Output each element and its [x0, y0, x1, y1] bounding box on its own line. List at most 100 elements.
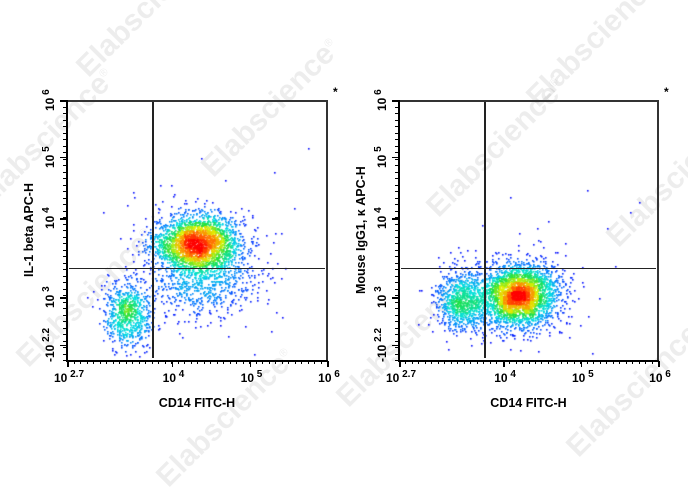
scatter-plot-area: [399, 100, 658, 360]
y-major-tick: [60, 218, 66, 220]
y-minor-tick: [63, 230, 66, 231]
y-minor-tick: [395, 353, 398, 355]
x-minor-tick: [593, 361, 595, 364]
y-axis: [66, 100, 68, 361]
x-minor-tick: [281, 361, 283, 364]
y-minor-tick: [395, 223, 398, 225]
x-minor-tick: [450, 361, 452, 364]
watermark: Elabscience®: [560, 316, 688, 464]
x-minor-tick: [509, 361, 511, 364]
watermark: Elabscience®: [330, 265, 476, 414]
x-minor-tick: [294, 361, 296, 364]
x-minor-tick: [541, 361, 543, 364]
x-major-tick: [580, 361, 583, 367]
x-minor-tick: [534, 361, 536, 364]
y-major-tick: [60, 344, 66, 347]
scatter-plot-area: [67, 100, 327, 360]
y-minor-tick: [395, 288, 398, 290]
y-major-tick: [60, 100, 66, 102]
y-minor-tick: [63, 314, 66, 316]
y-minor-tick: [63, 262, 66, 264]
x-minor-tick: [547, 361, 549, 364]
y-minor-tick: [395, 184, 398, 186]
x-minor-tick: [580, 361, 582, 364]
y-minor-tick: [395, 360, 398, 361]
x-tick-label: 10 5: [240, 369, 263, 385]
y-minor-tick: [395, 269, 398, 270]
x-major-tick: [327, 361, 329, 367]
x-minor-tick: [158, 361, 159, 364]
y-minor-tick: [395, 262, 398, 264]
y-major-tick: [392, 100, 398, 102]
x-minor-tick: [418, 361, 420, 364]
x-minor-tick: [236, 361, 237, 364]
x-minor-tick: [268, 361, 270, 364]
y-minor-tick: [63, 256, 66, 257]
y-minor-tick: [395, 249, 398, 251]
x-major-tick: [249, 361, 252, 367]
y-major-tick: [392, 344, 398, 347]
x-minor-tick: [476, 361, 478, 364]
y-minor-tick: [63, 243, 66, 244]
y-minor-tick: [63, 100, 66, 101]
quadrant-gate-vertical[interactable]: [484, 102, 486, 358]
x-axis: [66, 360, 328, 362]
y-minor-tick: [63, 152, 66, 153]
y-minor-tick: [395, 178, 398, 179]
x-major-tick: [658, 361, 660, 367]
y-minor-tick: [395, 321, 398, 322]
y-tick-label: 10 3: [41, 286, 57, 309]
y-minor-tick: [63, 210, 66, 212]
x-major-tick: [399, 361, 401, 367]
x-minor-tick: [327, 361, 328, 364]
x-minor-tick: [164, 361, 166, 364]
y-minor-tick: [63, 340, 66, 342]
x-major-tick: [503, 361, 505, 367]
y-axis-label: Mouse IgG1, κ APC-H: [354, 166, 368, 294]
x-minor-tick: [229, 361, 231, 364]
quadrant-gate-horizontal[interactable]: [401, 267, 656, 270]
y-minor-tick: [395, 204, 398, 205]
y-minor-tick: [63, 288, 66, 290]
x-minor-tick: [528, 361, 530, 364]
x-minor-tick: [431, 361, 433, 364]
y-minor-tick: [63, 145, 66, 147]
y-tick-label: -10 2.2: [373, 327, 389, 362]
y-minor-tick: [395, 347, 398, 348]
x-minor-tick: [463, 361, 465, 364]
x-minor-tick: [288, 361, 289, 364]
x-axis-label: CD14 FITC-H: [158, 396, 236, 410]
y-minor-tick: [395, 145, 398, 147]
plot-frame: [399, 100, 659, 360]
x-axis-label: CD14 FITC-H: [490, 396, 567, 410]
corner-mark: *: [333, 85, 338, 99]
x-minor-tick: [619, 361, 621, 364]
x-minor-tick: [612, 361, 614, 364]
y-minor-tick: [395, 308, 398, 309]
x-minor-tick: [242, 361, 244, 364]
quadrant-gate-vertical[interactable]: [152, 102, 154, 358]
y-minor-tick: [63, 119, 66, 121]
x-minor-tick: [197, 361, 198, 364]
y-minor-tick: [63, 113, 66, 114]
y-minor-tick: [63, 132, 66, 134]
y-minor-tick: [395, 139, 398, 140]
x-minor-tick: [223, 361, 224, 364]
y-major-tick: [60, 297, 66, 299]
x-minor-tick: [255, 361, 257, 364]
y-minor-tick: [395, 295, 398, 296]
x-minor-tick: [411, 361, 413, 364]
x-minor-tick: [216, 361, 218, 364]
x-minor-tick: [502, 361, 504, 364]
y-minor-tick: [63, 321, 66, 322]
x-minor-tick: [125, 361, 127, 364]
x-minor-tick: [645, 361, 647, 364]
y-minor-tick: [395, 217, 398, 218]
y-minor-tick: [395, 210, 398, 212]
x-minor-tick: [560, 361, 562, 364]
x-tick-label: 10 2.7: [53, 369, 85, 385]
y-minor-tick: [63, 191, 66, 192]
quadrant-gate-horizontal[interactable]: [69, 267, 325, 270]
y-tick-label: 10 6: [373, 89, 389, 111]
x-minor-tick: [606, 361, 608, 364]
